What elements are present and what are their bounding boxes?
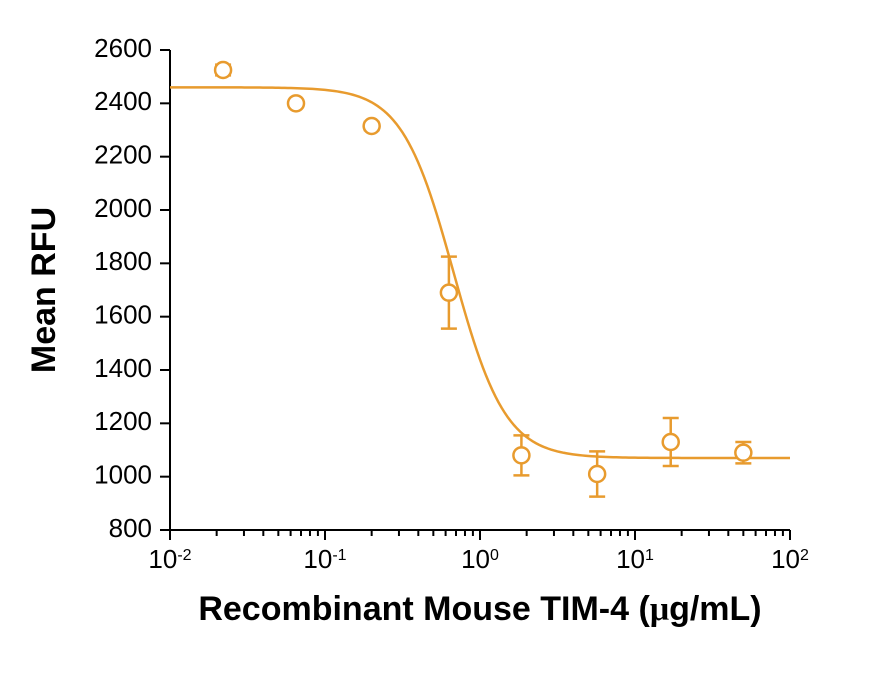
x-axis-title: Recombinant Mouse TIM-4 (μg/mL) — [198, 590, 761, 628]
y-tick-label: 1000 — [94, 460, 152, 490]
data-point — [288, 95, 304, 111]
y-tick-label: 2200 — [94, 140, 152, 170]
y-axis-title: Mean RFU — [25, 207, 63, 373]
data-point — [735, 445, 751, 461]
y-tick-label: 2000 — [94, 193, 152, 223]
y-tick-label: 800 — [109, 513, 152, 543]
data-point — [215, 62, 231, 78]
y-tick-label: 1600 — [94, 300, 152, 330]
y-tick-label: 1400 — [94, 353, 152, 383]
data-point — [364, 118, 380, 134]
data-point — [513, 447, 529, 463]
y-tick-label: 1200 — [94, 406, 152, 436]
y-tick-label: 2400 — [94, 86, 152, 116]
data-point — [589, 466, 605, 482]
y-tick-label: 2600 — [94, 33, 152, 63]
y-tick-label: 1800 — [94, 246, 152, 276]
data-point — [663, 434, 679, 450]
chart-svg: 8001000120014001600180020002200240026001… — [0, 0, 882, 680]
dose-response-chart: 8001000120014001600180020002200240026001… — [0, 0, 882, 680]
data-point — [441, 285, 457, 301]
